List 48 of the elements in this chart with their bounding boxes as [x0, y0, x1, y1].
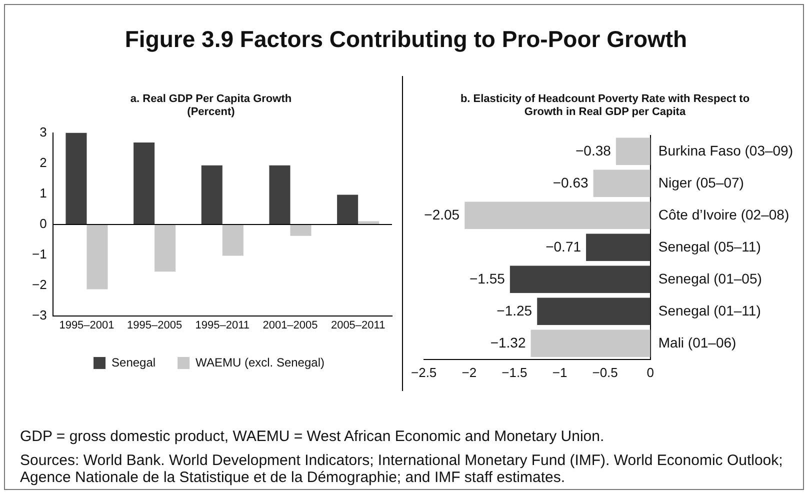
bar [66, 132, 87, 224]
x-tick-label: −1 [552, 364, 568, 380]
bar [269, 165, 290, 224]
bar [134, 142, 155, 224]
data-label: −0.63 [552, 174, 588, 190]
chart-title: b. Elasticity of Headcount Poverty Rate with Respect to Growth in Real GDP per Capita [459, 93, 751, 119]
x-tick-label: 1995–2011 [195, 319, 250, 332]
chart-title: Figure 3.9 Factors Contributing to Pro-Poor Growth [124, 26, 688, 53]
chart-subtitle: a. Real GDP Per Capita Growth (Percent) [129, 93, 293, 119]
y-tick-label: 3 [40, 124, 47, 140]
y-tick-label: Senegal (01–05) [658, 270, 762, 286]
data-label: −1.55 [469, 270, 506, 286]
data-label: −2.05 [424, 206, 460, 222]
bar [290, 224, 312, 236]
data-label: −1.32 [490, 334, 526, 350]
x-tick-label: 2001–2005 [262, 319, 318, 332]
legend-label: WAEMU (excl. Senegal) [196, 355, 324, 370]
bar [201, 165, 222, 224]
y-tick-label: 1 [40, 185, 47, 200]
bar [337, 194, 358, 224]
y-tick-label: Burkina Faso (03–09) [658, 142, 794, 158]
y-tick-label: Côte d’Ivoire (02–08) [658, 206, 790, 222]
y-tick-label: −3 [32, 307, 47, 322]
y-tick-label: Senegal (01–11) [658, 302, 761, 318]
bar [86, 224, 108, 290]
y-tick-label: Mali (01–06) [658, 334, 736, 350]
y-tick-label: −1 [32, 246, 47, 262]
y-tick-label: Niger (05–07) [658, 174, 744, 190]
bar [222, 224, 244, 256]
x-tick-label: 2005–2011 [330, 319, 386, 332]
y-tick-label: Senegal (05–11) [658, 238, 761, 254]
y-tick-label: 2 [40, 154, 47, 170]
x-tick-label: 1995–2001 [59, 319, 114, 332]
source-note: Sources: World Bank. World Development Indicators; International Monetary Fund (IMF). World Economic Outlook; Agence Nationale de la Statistique et de la Démographie; and IMF staff estimates. [20, 452, 784, 486]
data-label: −0.38 [576, 142, 612, 158]
x-tick-label: −0.5 [592, 364, 618, 380]
legend-label: Senegal [112, 355, 156, 370]
text: GDP = gross domestic product, WAEMU = West African Economic and Monetary Union. [20, 428, 606, 445]
x-tick-label: −2.5 [410, 364, 437, 380]
x-tick-label: −2 [462, 364, 477, 380]
x-tick-label: −1.5 [502, 364, 528, 380]
bar [154, 224, 176, 272]
y-tick-label: −2 [32, 276, 47, 292]
data-label: −0.71 [546, 238, 582, 254]
x-tick-label: 0 [646, 364, 654, 380]
data-label: −1.25 [496, 302, 532, 318]
x-tick-label: 1995–2005 [127, 319, 182, 332]
y-tick-label: 0 [40, 216, 47, 231]
